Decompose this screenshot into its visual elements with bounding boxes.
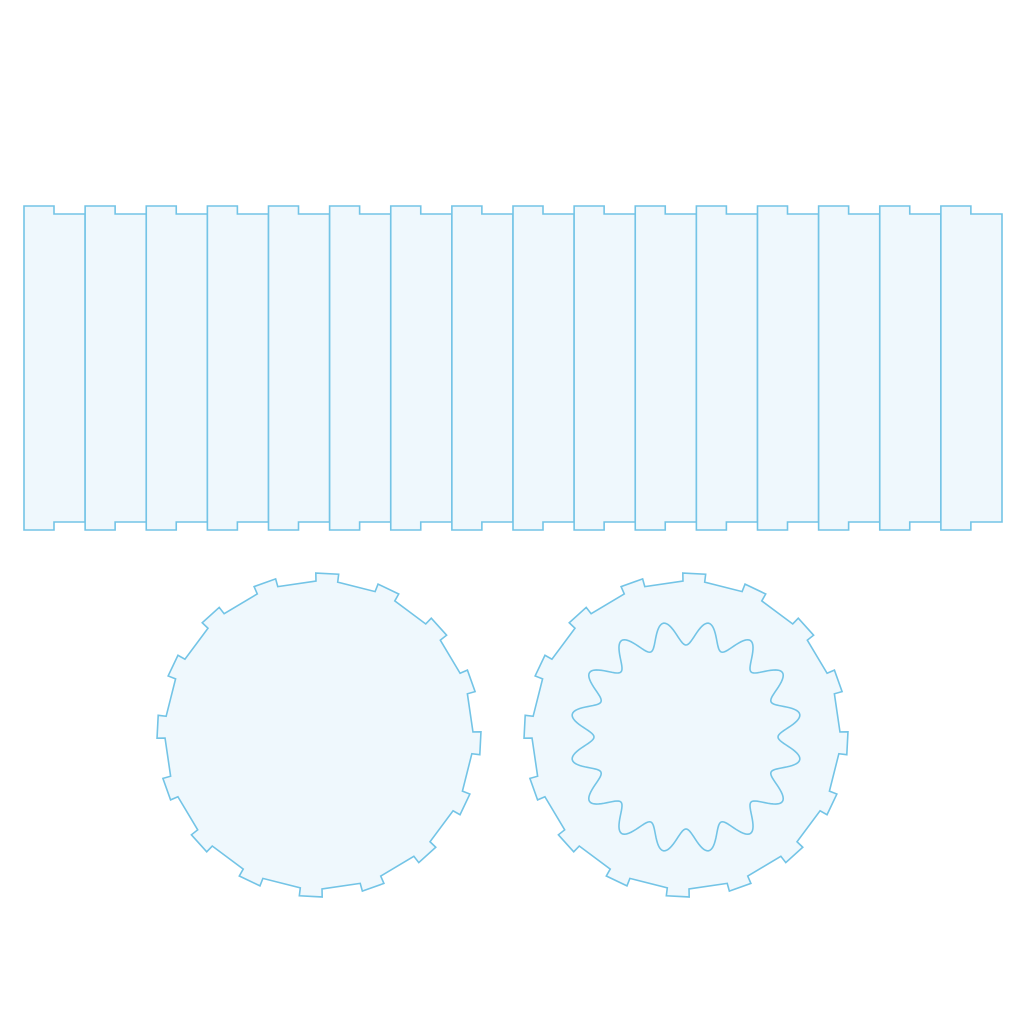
panel [573,205,637,531]
panel [940,205,1003,531]
panel [878,205,942,531]
panel [634,205,698,531]
plain-end-cap-disc [156,572,482,898]
panel [695,205,759,531]
panel [206,205,270,531]
panel [817,205,881,531]
wavy-end-cap-disc [523,572,849,898]
panel [84,205,148,531]
panel [756,205,820,531]
panel [145,205,209,531]
inner-wavy-ring [571,622,801,852]
panel [23,205,86,531]
panel [512,205,575,531]
panel [451,205,514,531]
panel [267,205,331,531]
panel-strip [23,205,1003,531]
panel [328,205,392,531]
panel [389,205,453,531]
disc-outline [156,572,482,898]
